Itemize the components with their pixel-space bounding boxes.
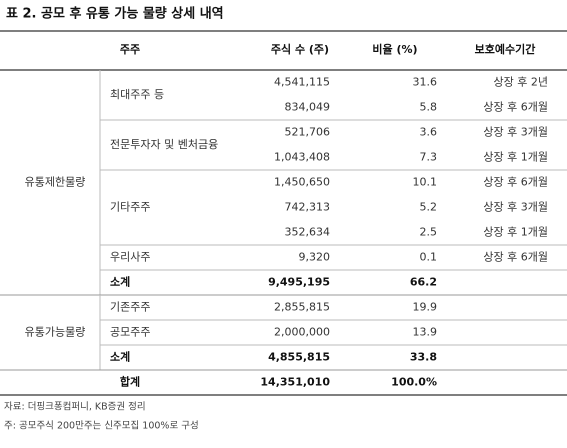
- total-shares: 14,351,010: [260, 376, 330, 389]
- subtotal-label: 소계: [110, 275, 130, 289]
- note: 자료: 더핑크퐁컴퍼니, KB증권 정리: [4, 401, 146, 413]
- lockup-period: 상장 후 1개월: [483, 226, 548, 239]
- shares: 4,541,115: [274, 76, 330, 89]
- lockup-period: 상장 후 3개월: [483, 126, 548, 139]
- column-header: 주주: [120, 43, 140, 56]
- group-label: 유통가능물량: [25, 326, 86, 339]
- subtotal-shares: 9,495,195: [268, 276, 330, 289]
- ratio: 19.9: [413, 301, 438, 314]
- column-header: 보호예수기간: [475, 42, 536, 56]
- shares: 834,049: [285, 101, 331, 114]
- ratio: 7.3: [420, 151, 438, 164]
- holder-label: 기존주주: [110, 301, 150, 314]
- note: 주: 공모주식 200만주는 신주모집 100%로 구성: [4, 420, 199, 432]
- column-header: 주식 수 (주): [271, 42, 329, 56]
- ratio: 2.5: [420, 226, 438, 239]
- lockup-period: 상장 후 6개월: [483, 101, 548, 114]
- ratio: 3.6: [420, 126, 438, 139]
- shares: 742,313: [285, 201, 331, 214]
- holder-label: 공모주주: [110, 326, 150, 339]
- column-header: 비율 (%): [372, 42, 417, 56]
- lockup-period: 상장 후 3개월: [483, 201, 548, 214]
- ratio: 10.1: [413, 176, 438, 189]
- total-ratio: 100.0%: [391, 376, 437, 389]
- ratio: 13.9: [413, 326, 438, 339]
- shares: 2,855,815: [274, 301, 330, 314]
- ratio: 5.8: [420, 101, 438, 114]
- ratio: 31.6: [413, 76, 438, 89]
- holder-label: 기타주주: [110, 201, 150, 214]
- subtotal-ratio: 66.2: [410, 276, 437, 289]
- lockup-period: 상장 후 2년: [494, 76, 548, 89]
- ratio: 5.2: [420, 201, 438, 214]
- holder-label: 최대주주 등: [110, 88, 164, 101]
- holder-label: 우리사주: [110, 251, 150, 264]
- shares: 2,000,000: [274, 326, 330, 339]
- shares: 9,320: [299, 251, 331, 264]
- lockup-period: 상장 후 6개월: [483, 176, 548, 189]
- shares: 521,706: [285, 126, 331, 139]
- subtotal-shares: 4,855,815: [268, 351, 330, 364]
- shares: 1,043,408: [274, 151, 330, 164]
- group-label: 유통제한물량: [25, 176, 86, 189]
- subtotal-ratio: 33.8: [410, 351, 437, 364]
- ratio: 0.1: [420, 251, 438, 264]
- subtotal-label: 소계: [110, 350, 130, 364]
- lockup-period: 상장 후 1개월: [483, 151, 548, 164]
- lockup-period: 상장 후 6개월: [483, 251, 548, 264]
- shares: 352,634: [285, 226, 331, 239]
- title: 표 2. 공모 후 유통 가능 물량 상세 내역: [6, 6, 224, 22]
- holder-label: 전문투자자 및 벤처금융: [110, 138, 218, 151]
- total-label: 합계: [120, 375, 140, 389]
- shares: 1,450,650: [274, 176, 330, 189]
